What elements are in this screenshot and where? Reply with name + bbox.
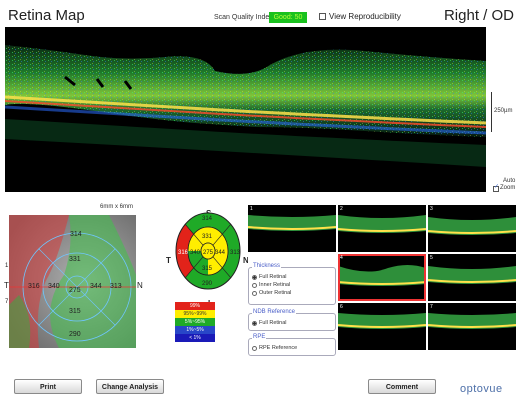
radio-icon[interactable] xyxy=(252,282,257,288)
radio-label: Full Retinal xyxy=(259,274,287,280)
view-reproducibility-checkbox[interactable]: View Reproducibility xyxy=(319,12,401,21)
radio-label: Outer Retinal xyxy=(259,290,292,296)
scan-line-marker: 1 xyxy=(5,263,9,269)
map-value: 344 xyxy=(90,283,102,290)
scan-thumbnail[interactable]: 2 xyxy=(338,205,426,252)
rpe-group: RPE RPE Reference xyxy=(248,334,336,356)
zoom-label: Zoom xyxy=(500,185,516,191)
scan-thumbnails: 1 2 3 4 5 6 7 xyxy=(248,205,518,353)
etdrs-value: 316 xyxy=(178,250,189,256)
map-value: 313 xyxy=(110,283,122,290)
map-orientation-n: N xyxy=(137,281,143,290)
scale-bar-label: 250µm xyxy=(494,108,513,114)
scan-thumbnail[interactable]: 5 xyxy=(428,254,516,301)
legend-item: 5%~95% xyxy=(175,318,215,326)
zoom-checkbox-icon[interactable]: ✓ xyxy=(493,183,500,192)
radio-icon[interactable] xyxy=(252,320,257,326)
etdrs-value: 275 xyxy=(203,250,214,256)
ndb-reference-group: NDB Reference Full Retinal xyxy=(248,309,336,331)
radio-ndb-full-retinal[interactable]: Full Retinal xyxy=(252,319,335,327)
radio-label: Inner Retinal xyxy=(259,282,291,288)
map-value: 340 xyxy=(48,283,60,290)
etdrs-value: 314 xyxy=(202,216,213,222)
etdrs-label-n: N xyxy=(243,256,249,265)
rpe-title: RPE xyxy=(252,334,267,340)
map-value: 275 xyxy=(69,287,81,294)
radio-icon[interactable] xyxy=(252,290,257,296)
etdrs-grid xyxy=(175,212,241,290)
radio-icon[interactable] xyxy=(252,345,257,351)
checkbox-icon[interactable] xyxy=(319,13,326,20)
map-value: 290 xyxy=(69,331,81,338)
etdrs-value: 313 xyxy=(230,250,241,256)
etdrs-value: 344 xyxy=(215,250,226,256)
optovue-logo: optovue xyxy=(460,383,503,395)
map-orientation-t: T xyxy=(4,281,9,290)
etdrs-value: 340 xyxy=(190,250,201,256)
oct-bscan-image xyxy=(5,27,486,192)
radio-full-retinal[interactable]: Full Retinal xyxy=(252,273,335,281)
scan-thumbnail-selected[interactable]: 4 xyxy=(338,254,426,301)
radio-icon[interactable] xyxy=(252,274,257,280)
thickness-title: Thickness xyxy=(252,263,282,269)
map-size-label: 6mm x 6mm xyxy=(100,204,133,210)
page-title: Retina Map xyxy=(8,7,85,24)
radio-label: Full Retinal xyxy=(259,320,287,326)
map-value: 331 xyxy=(69,256,81,263)
ndb-reference-title: NDB Reference xyxy=(252,309,297,315)
scan-quality-label: Scan Quality Index xyxy=(214,14,273,21)
map-value: 315 xyxy=(69,308,81,315)
etdrs-label-t: T xyxy=(166,256,171,265)
radio-rpe-reference[interactable]: RPE Reference xyxy=(252,344,335,352)
scan-thumbnail[interactable]: 3 xyxy=(428,205,516,252)
auto-label: Auto xyxy=(503,178,516,184)
legend-item: 99% xyxy=(175,302,215,310)
legend-item: 1%~5% xyxy=(175,326,215,334)
normative-legend: 99% 95%~99% 5%~95% 1%~5% < 1% xyxy=(175,302,215,342)
scan-thumbnail[interactable]: 7 xyxy=(428,303,516,350)
map-value: 316 xyxy=(28,283,40,290)
legend-item: < 1% xyxy=(175,334,215,342)
scan-thumbnail[interactable]: 6 xyxy=(338,303,426,350)
view-reproducibility-label: View Reproducibility xyxy=(329,12,401,21)
radio-outer-retinal[interactable]: Outer Retinal xyxy=(252,289,335,297)
etdrs-value: 331 xyxy=(202,234,213,240)
analysis-options-panel: Thickness Full Retinal Inner Retinal Out… xyxy=(248,262,336,356)
thickness-map-image xyxy=(9,215,136,348)
auto-zoom-control[interactable]: Auto ✓ Zoom xyxy=(493,178,515,192)
print-button[interactable]: Print xyxy=(14,379,82,394)
scan-thumbnail[interactable]: 1 xyxy=(248,205,336,252)
map-value: 314 xyxy=(70,231,82,238)
comment-button[interactable]: Comment xyxy=(368,379,436,394)
legend-item: 95%~99% xyxy=(175,310,215,318)
etdrs-value: 315 xyxy=(202,266,213,272)
scale-bar xyxy=(491,92,492,132)
scan-line-marker: 7 xyxy=(5,299,9,305)
eye-label: Right / OD xyxy=(443,7,514,24)
change-analysis-button[interactable]: Change Analysis xyxy=(96,379,164,394)
radio-label: RPE Reference xyxy=(259,345,298,351)
scan-quality-badge: Good: 50 xyxy=(269,12,307,23)
etdrs-value: 290 xyxy=(202,281,213,287)
thickness-group: Thickness Full Retinal Inner Retinal Out… xyxy=(248,263,336,305)
radio-inner-retinal[interactable]: Inner Retinal xyxy=(252,281,335,289)
